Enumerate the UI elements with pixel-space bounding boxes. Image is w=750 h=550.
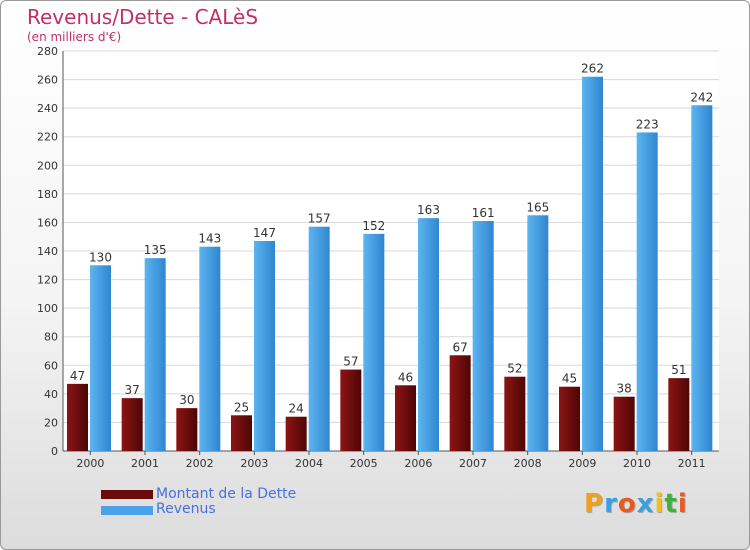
data-label-debt: 30 xyxy=(179,393,194,407)
bar-debt xyxy=(340,369,362,451)
y-tick-label: 180 xyxy=(37,188,58,201)
bar-revenue xyxy=(472,221,494,451)
x-tick-label: 2001 xyxy=(131,457,159,470)
logo-letter: i xyxy=(654,489,665,519)
logo-letter: r xyxy=(604,489,618,519)
data-label-debt: 67 xyxy=(453,340,468,354)
bar-debt xyxy=(67,383,88,451)
x-tick-label: 2000 xyxy=(76,457,104,470)
y-tick-label: 260 xyxy=(37,74,58,87)
y-tick-label: 140 xyxy=(37,245,58,258)
y-tick-label: 160 xyxy=(37,216,58,229)
y-tick-label: 240 xyxy=(37,102,58,115)
y-tick-label: 100 xyxy=(37,302,58,315)
legend-label-debt: Montant de la Dette xyxy=(156,486,297,502)
data-label-debt: 45 xyxy=(562,372,577,386)
data-label-debt: 37 xyxy=(125,383,140,397)
data-label-revenue: 163 xyxy=(417,203,440,217)
bar-revenue xyxy=(363,233,385,451)
chart-title: Revenus/Dette - CALèS xyxy=(27,5,259,29)
y-tick-label: 80 xyxy=(44,331,58,344)
bar-debt xyxy=(449,355,471,451)
y-tick-label: 60 xyxy=(44,359,58,372)
y-tick-label: 0 xyxy=(51,445,58,458)
data-label-revenue: 223 xyxy=(636,117,659,131)
chart-subtitle: (en milliers d'€) xyxy=(27,30,122,44)
logo-letter: o xyxy=(617,489,637,519)
data-label-revenue: 147 xyxy=(253,226,276,240)
bar-revenue xyxy=(636,132,658,451)
bar-revenue xyxy=(144,258,166,451)
proxiti-logo: Proxiti xyxy=(584,489,688,519)
data-label-debt: 38 xyxy=(617,382,632,396)
data-label-revenue: 242 xyxy=(690,90,713,104)
bar-debt xyxy=(176,408,198,451)
legend-swatch-debt xyxy=(101,490,153,499)
bar-revenue xyxy=(418,218,439,451)
bar-debt xyxy=(668,378,690,451)
y-tick-label: 220 xyxy=(37,131,58,144)
y-tick-label: 40 xyxy=(44,388,58,401)
logo-letter: t xyxy=(664,489,678,519)
x-tick-label: 2007 xyxy=(459,457,487,470)
y-tick-label: 120 xyxy=(37,274,58,287)
x-tick-label: 2003 xyxy=(240,457,268,470)
bar-revenue xyxy=(527,215,549,451)
y-tick-label: 200 xyxy=(37,159,58,172)
data-label-debt: 24 xyxy=(289,402,304,416)
bar-debt xyxy=(285,416,307,451)
bar-debt xyxy=(395,385,416,451)
x-tick-label: 2009 xyxy=(568,457,596,470)
x-tick-label: 2008 xyxy=(514,457,542,470)
bar-debt xyxy=(559,386,580,451)
bar-revenue xyxy=(308,226,330,451)
data-label-revenue: 135 xyxy=(144,243,167,257)
logo-letter: x xyxy=(636,489,655,519)
data-label-revenue: 165 xyxy=(526,200,549,214)
bar-revenue xyxy=(254,241,275,451)
data-label-revenue: 161 xyxy=(472,206,495,220)
data-label-revenue: 157 xyxy=(308,212,331,226)
bar-revenue xyxy=(691,105,713,452)
bar-revenue xyxy=(90,265,111,451)
data-label-debt: 25 xyxy=(234,400,249,414)
bar-debt xyxy=(121,398,143,451)
data-label-debt: 57 xyxy=(343,355,358,369)
logo-letter: P xyxy=(584,489,605,519)
logo-letter: i xyxy=(677,489,688,519)
data-label-revenue: 152 xyxy=(362,219,385,233)
x-tick-label: 2010 xyxy=(623,457,651,470)
data-label-debt: 51 xyxy=(671,363,686,377)
legend-swatch-revenue xyxy=(101,506,153,515)
bar-revenue xyxy=(582,76,603,451)
data-label-debt: 52 xyxy=(507,362,522,376)
data-label-debt: 46 xyxy=(398,370,413,384)
data-label-revenue: 130 xyxy=(89,250,112,264)
x-tick-label: 2006 xyxy=(404,457,432,470)
data-label-revenue: 143 xyxy=(198,232,221,246)
data-label-revenue: 262 xyxy=(581,62,604,76)
bar-revenue xyxy=(199,246,221,451)
y-tick-label: 280 xyxy=(37,45,58,58)
data-label-debt: 47 xyxy=(70,369,85,383)
bar-debt xyxy=(504,376,526,451)
x-tick-label: 2004 xyxy=(295,457,323,470)
x-tick-label: 2011 xyxy=(678,457,706,470)
y-tick-label: 20 xyxy=(44,416,58,429)
x-tick-label: 2002 xyxy=(186,457,214,470)
legend-label-revenue: Revenus xyxy=(156,501,216,517)
x-tick-label: 2005 xyxy=(350,457,378,470)
bar-debt xyxy=(613,396,635,451)
bar-debt xyxy=(231,415,252,451)
